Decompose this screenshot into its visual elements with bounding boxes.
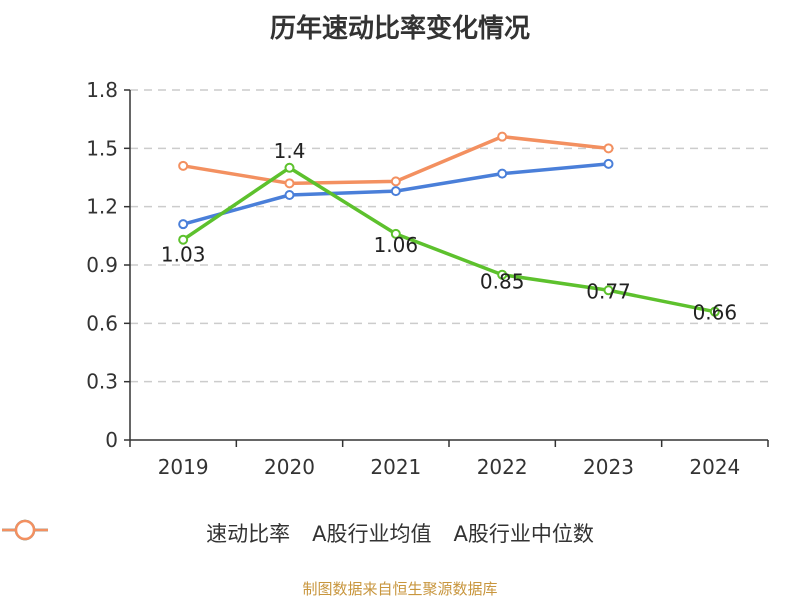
data-point <box>178 234 189 245</box>
data-point <box>603 143 614 154</box>
source-note: 制图数据来自恒生聚源数据库 <box>302 580 498 598</box>
data-point <box>284 178 295 189</box>
data-point <box>497 168 508 179</box>
x-tick-label: 2019 <box>158 455 209 479</box>
data-point <box>390 176 401 187</box>
data-point <box>178 219 189 230</box>
x-tick-label: 2022 <box>477 455 528 479</box>
y-tick-label: 0.9 <box>86 253 118 277</box>
data-point <box>497 131 508 142</box>
y-tick-label: 0 <box>105 428 118 452</box>
data-point <box>497 269 508 280</box>
data-point <box>284 162 295 173</box>
data-point <box>603 158 614 169</box>
chart-title: 历年速动比率变化情况 <box>269 14 530 44</box>
series-line <box>182 134 609 186</box>
data-point <box>178 160 189 171</box>
data-point <box>390 186 401 197</box>
data-label: 1.06 <box>374 233 419 257</box>
data-point <box>284 190 295 200</box>
legend-label: A股行业均值 <box>312 522 432 546</box>
y-tick-label: 1.8 <box>86 78 118 102</box>
legend-label: A股行业中位数 <box>453 522 594 546</box>
legend-marker-icon <box>2 519 48 541</box>
series-line <box>182 166 716 314</box>
data-label: 0.77 <box>586 279 631 303</box>
y-tick-label: 1.2 <box>86 195 118 219</box>
data-label: 1.4 <box>274 139 306 163</box>
legend-item: A股行业均值 <box>2 518 432 548</box>
x-tick-label: 2021 <box>370 455 421 479</box>
legend-label: 速动比率 <box>206 522 291 546</box>
data-point <box>603 285 614 296</box>
data-label: 0.66 <box>693 301 738 325</box>
y-tick-label: 0.6 <box>86 311 118 335</box>
x-tick-label: 2024 <box>689 455 740 479</box>
x-tick-label: 2023 <box>583 455 634 479</box>
data-label: 0.85 <box>480 270 525 294</box>
legend-item: 速动比率 <box>2 518 291 548</box>
x-tick-label: 2020 <box>264 455 315 479</box>
data-point <box>709 306 720 317</box>
y-tick-label: 0.3 <box>86 370 118 394</box>
chart-legend: 速动比率 A股行业均值 A股行业中位数 <box>0 518 800 548</box>
data-point <box>390 228 401 239</box>
y-tick-label: 1.5 <box>86 136 118 160</box>
data-label: 1.03 <box>161 243 206 267</box>
legend-item: A股行业中位数 <box>2 518 594 548</box>
